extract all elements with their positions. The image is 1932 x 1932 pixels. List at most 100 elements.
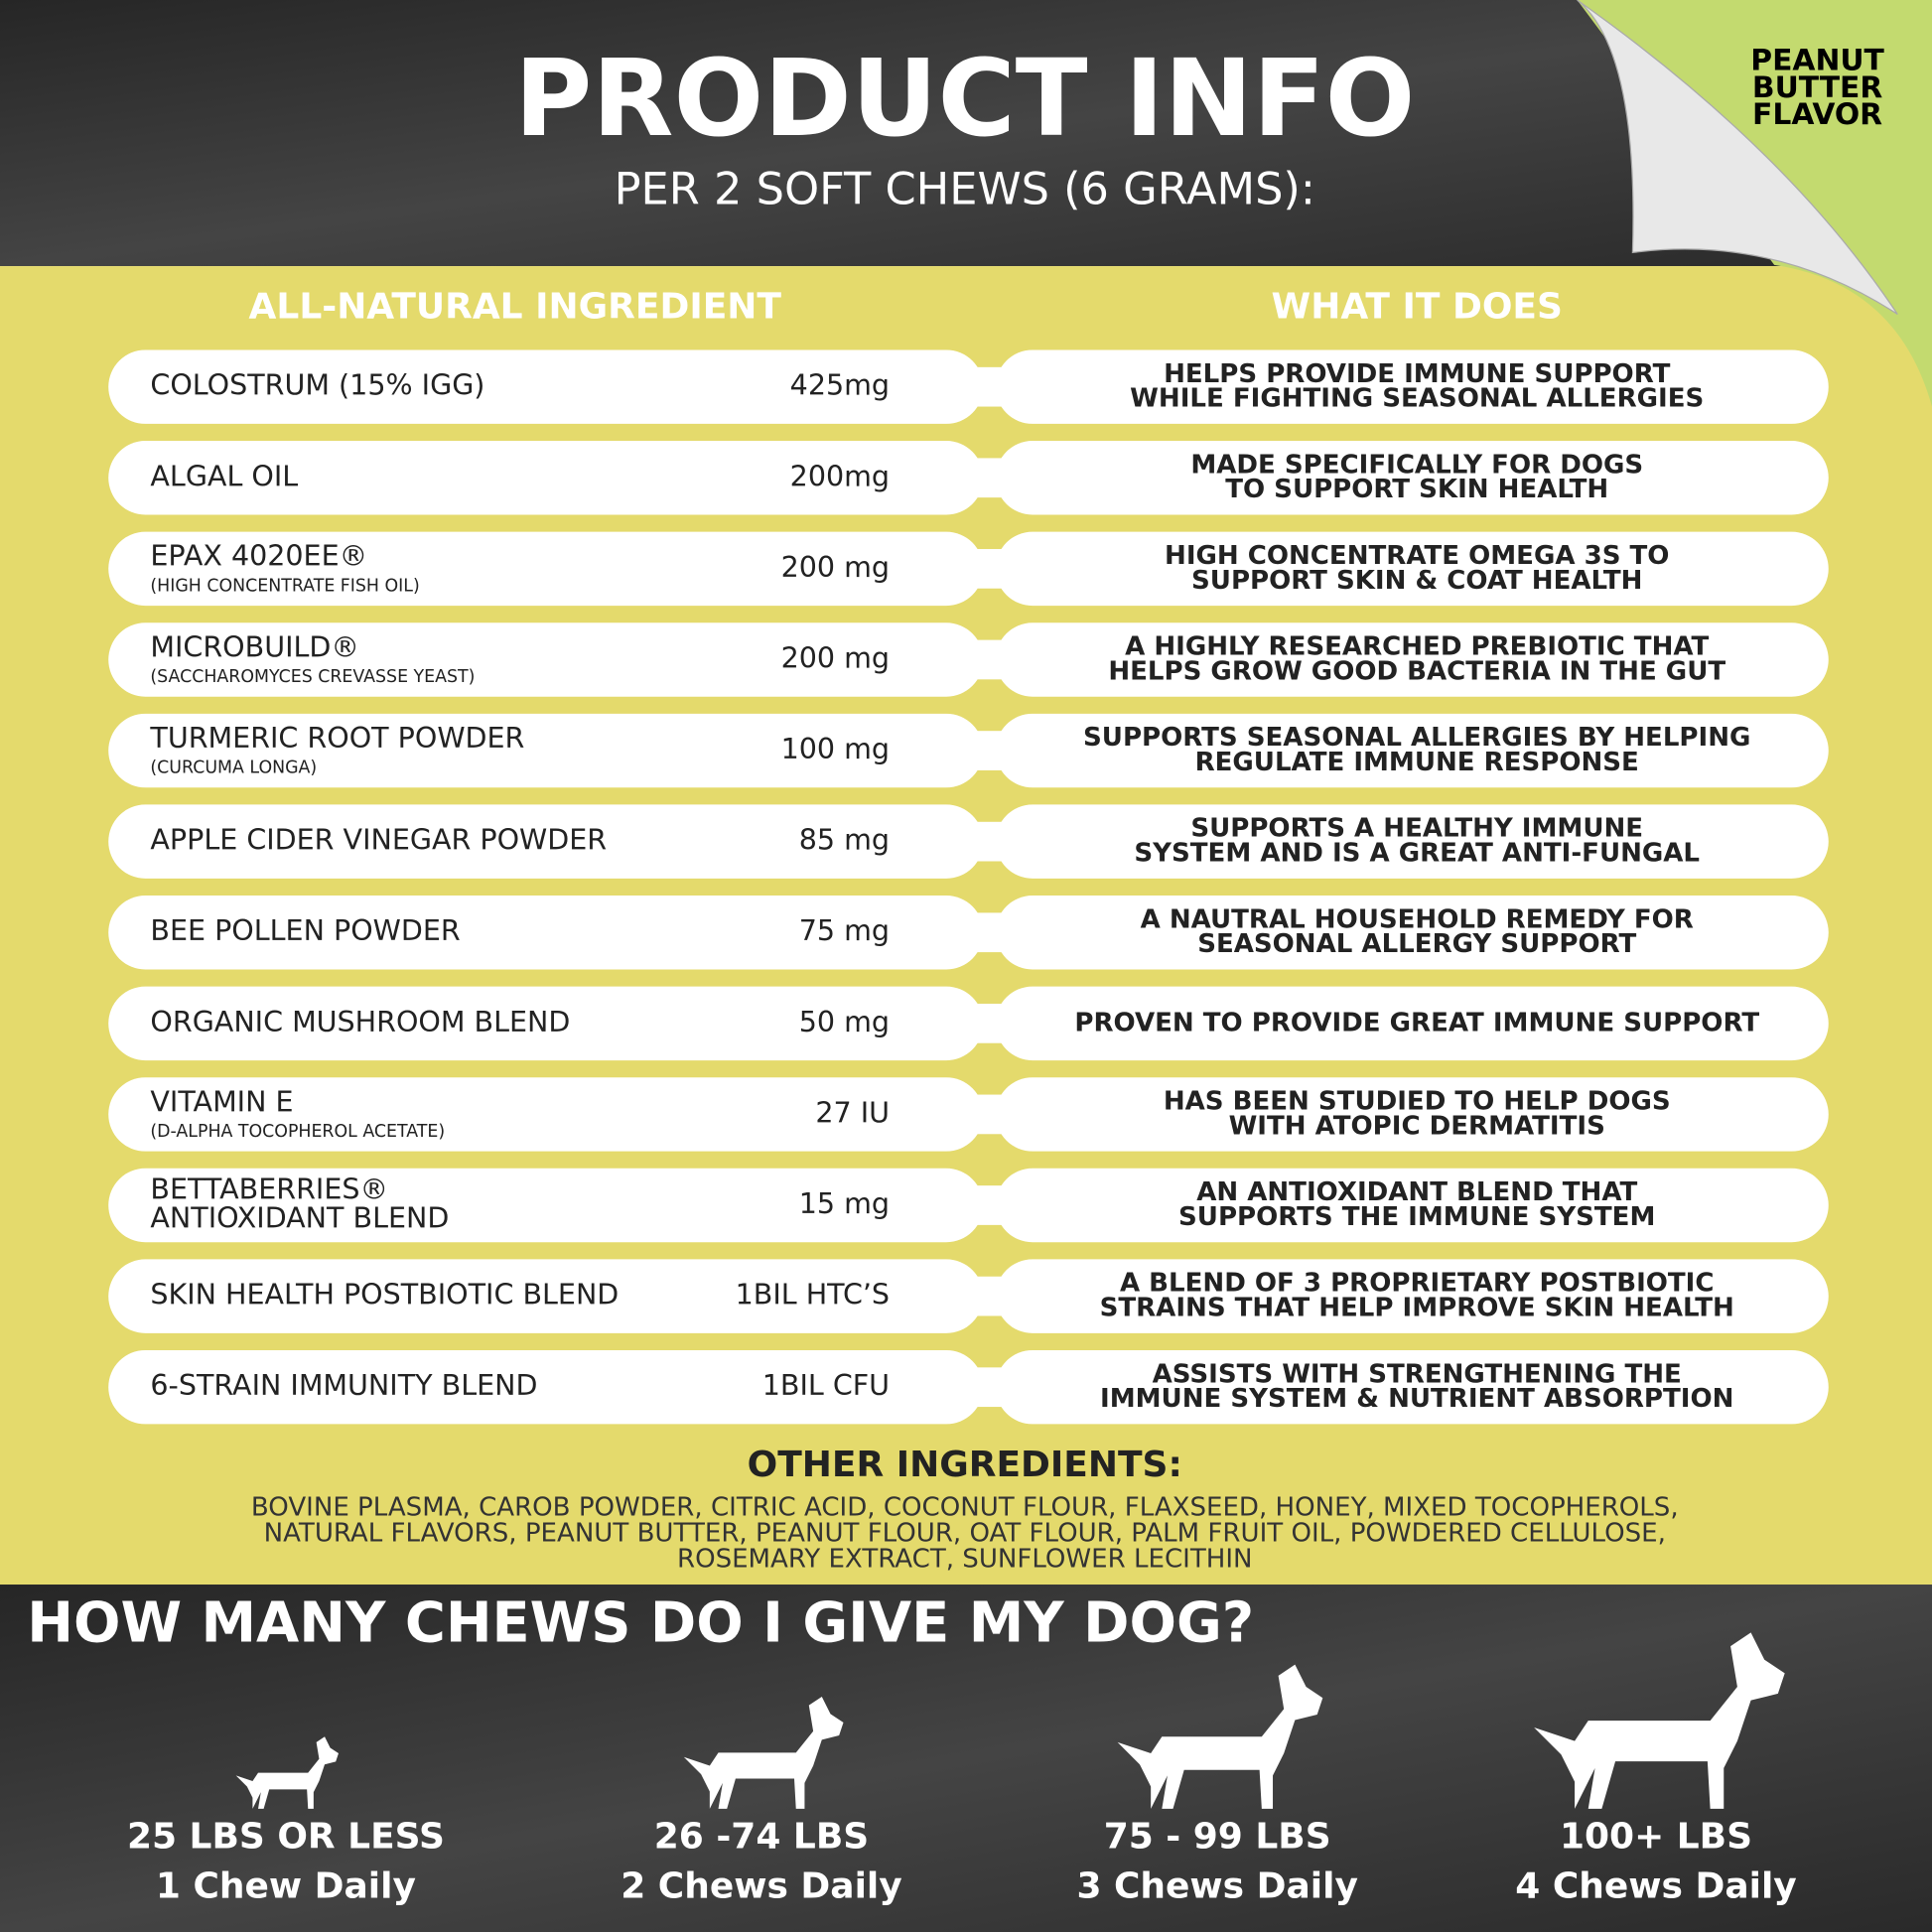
dog-chews: 4 Chews Daily <box>1515 1865 1796 1906</box>
title: PRODUCT INFO <box>514 38 1415 161</box>
ingredient-pill <box>108 622 984 697</box>
dog-icon <box>1534 1632 1785 1809</box>
dog-weight: 75 - 99 LBS <box>1104 1817 1331 1858</box>
other-line: ROSEMARY EXTRACT, SUNFLOWER LECITHIN <box>677 1545 1253 1575</box>
effect-text: STRAINS THAT HELP IMPROVE SKIN HEALTH <box>1100 1294 1734 1323</box>
effect-text: PROVEN TO PROVIDE GREAT IMMUNE SUPPORT <box>1074 1008 1759 1037</box>
ingredient-note: (D-ALPHA TOCOPHEROL ACETATE) <box>150 1122 445 1142</box>
effect-pill <box>995 441 1829 515</box>
ingredient-amount: 75 mg <box>799 914 890 947</box>
effect-text: ASSISTS WITH STRENGTHENING THE <box>1153 1359 1682 1389</box>
effect-text: SUPPORT SKIN & COAT HEALTH <box>1191 566 1642 596</box>
ingredient-pill <box>108 1349 984 1425</box>
ingredient-name: BETTABERRIES® <box>150 1173 388 1206</box>
ingredient-pill <box>108 1077 984 1152</box>
ingredient-pill <box>108 1168 984 1243</box>
ingredient-name: TURMERIC ROOT POWDER <box>149 722 524 755</box>
ingredient-pill <box>108 713 984 788</box>
dog-icon <box>1117 1664 1323 1809</box>
ingredient-name: SKIN HEALTH POSTBIOTIC BLEND <box>150 1279 619 1311</box>
effect-pill <box>995 1259 1829 1333</box>
badge-text: FLAVOR <box>1752 97 1882 132</box>
ingredient-amount: 200mg <box>790 460 890 492</box>
ingredient-amount: 425mg <box>790 369 890 402</box>
ingredient-amount: 100 mg <box>781 733 890 765</box>
dog-icon <box>683 1696 844 1809</box>
effect-pill <box>995 622 1829 697</box>
other-line: BOVINE PLASMA, CAROB POWDER, CITRIC ACID… <box>251 1493 1679 1523</box>
dog-icon <box>235 1736 339 1809</box>
effect-pill <box>995 1349 1829 1425</box>
effect-text: HIGH CONCENTRATE OMEGA 3S TO <box>1165 541 1669 571</box>
effect-pill <box>995 713 1829 788</box>
ingredient-name: APPLE CIDER VINEGAR POWDER <box>150 824 607 857</box>
badge-text: PEANUT <box>1750 44 1884 78</box>
ingredient-pill <box>108 986 984 1061</box>
effect-text: A BLEND OF 3 PROPRIETARY POSTBIOTIC <box>1120 1269 1715 1299</box>
effect-text: A HIGHLY RESEARCHED PREBIOTIC THAT <box>1125 632 1709 662</box>
effect-text: HELPS PROVIDE IMMUNE SUPPORT <box>1164 359 1670 389</box>
dog-chews: 1 Chew Daily <box>156 1865 416 1906</box>
dog-weight: 25 LBS OR LESS <box>127 1817 445 1858</box>
dog-weight: 26 -74 LBS <box>654 1817 869 1858</box>
ingredient-name: BEE POLLEN POWDER <box>150 914 460 947</box>
effect-text: HAS BEEN STUDIED TO HELP DOGS <box>1164 1087 1671 1117</box>
effect-text: MADE SPECIFICALLY FOR DOGS <box>1190 450 1643 480</box>
badge-text: BUTTER <box>1752 70 1882 105</box>
ingredient-amount: 50 mg <box>799 1006 890 1038</box>
effect-text: WITH ATOPIC DERMATITIS <box>1229 1111 1605 1141</box>
effect-pill <box>995 986 1829 1061</box>
effect-text: AN ANTIOXIDANT BLEND THAT <box>1196 1177 1637 1207</box>
effect-text: SUPPORTS A HEALTHY IMMUNE <box>1190 814 1643 844</box>
ingredient-amount: 200 mg <box>781 641 890 674</box>
ingredient-name: ORGANIC MUSHROOM BLEND <box>150 1006 570 1038</box>
effect-pill <box>995 1168 1829 1243</box>
effect-pill <box>995 349 1829 424</box>
effect-pill <box>995 531 1829 607</box>
dog-weight: 100+ LBS <box>1560 1817 1752 1858</box>
ingredient-note: (SACCHAROMYCES CREVASSE YEAST) <box>150 667 475 687</box>
page-curl <box>1577 0 1898 315</box>
other-line: NATURAL FLAVORS, PEANUT BUTTER, PEANUT F… <box>264 1519 1666 1549</box>
column-header: WHAT IT DOES <box>1272 286 1563 327</box>
dosage-title: HOW MANY CHEWS DO I GIVE MY DOG? <box>27 1590 1254 1655</box>
effect-pill <box>995 804 1829 879</box>
ingredient-pill <box>108 531 984 607</box>
ingredient-name: EPAX 4020EE® <box>150 540 367 573</box>
ingredient-pill <box>108 1259 984 1333</box>
effect-text: REGULATE IMMUNE RESPONSE <box>1195 748 1639 777</box>
ingredient-note: (CURCUMA LONGA) <box>150 758 317 777</box>
ingredient-name: ALGAL OIL <box>150 460 298 492</box>
effect-text: IMMUNE SYSTEM & NUTRIENT ABSORPTION <box>1100 1384 1733 1414</box>
effect-pill <box>995 1077 1829 1152</box>
ingredient-amount: 1BIL CFU <box>762 1369 890 1402</box>
ingredient-pill <box>108 349 984 424</box>
ingredient-name: COLOSTRUM (15% IGG) <box>150 369 484 402</box>
dog-chews: 3 Chews Daily <box>1076 1865 1357 1906</box>
ingredient-note: (HIGH CONCENTRATE FISH OIL) <box>150 576 419 596</box>
effect-text: SEASONAL ALLERGY SUPPORT <box>1197 929 1636 959</box>
effect-text: WHILE FIGHTING SEASONAL ALLERGIES <box>1130 384 1704 414</box>
ingredient-pill <box>108 441 984 515</box>
other-title: OTHER INGREDIENTS: <box>748 1445 1182 1485</box>
effect-pill <box>995 896 1829 970</box>
ingredient-name: MICROBUILD® <box>150 630 359 663</box>
subtitle: PER 2 SOFT CHEWS (6 GRAMS): <box>615 164 1315 215</box>
ingredient-amount: 200 mg <box>781 551 890 584</box>
ingredient-amount: 15 mg <box>799 1187 890 1220</box>
ingredient-pill <box>108 804 984 879</box>
effect-text: SUPPORTS SEASONAL ALLERGIES BY HELPING <box>1083 723 1750 753</box>
ingredient-name: ANTIOXIDANT BLEND <box>150 1201 449 1234</box>
ingredient-amount: 1BIL HTC’S <box>736 1279 890 1311</box>
column-header: ALL-NATURAL INGREDIENT <box>249 286 782 327</box>
ingredient-name: VITAMIN E <box>150 1085 293 1118</box>
ingredient-pill <box>108 896 984 970</box>
effect-text: SUPPORTS THE IMMUNE SYSTEM <box>1178 1202 1655 1232</box>
effect-text: TO SUPPORT SKIN HEALTH <box>1225 475 1608 504</box>
ingredient-amount: 85 mg <box>799 824 890 857</box>
dog-chews: 2 Chews Daily <box>621 1865 901 1906</box>
effect-text: SYSTEM AND IS A GREAT ANTI-FUNGAL <box>1134 839 1700 869</box>
effect-text: A NAUTRAL HOUSEHOLD REMEDY FOR <box>1141 904 1694 934</box>
